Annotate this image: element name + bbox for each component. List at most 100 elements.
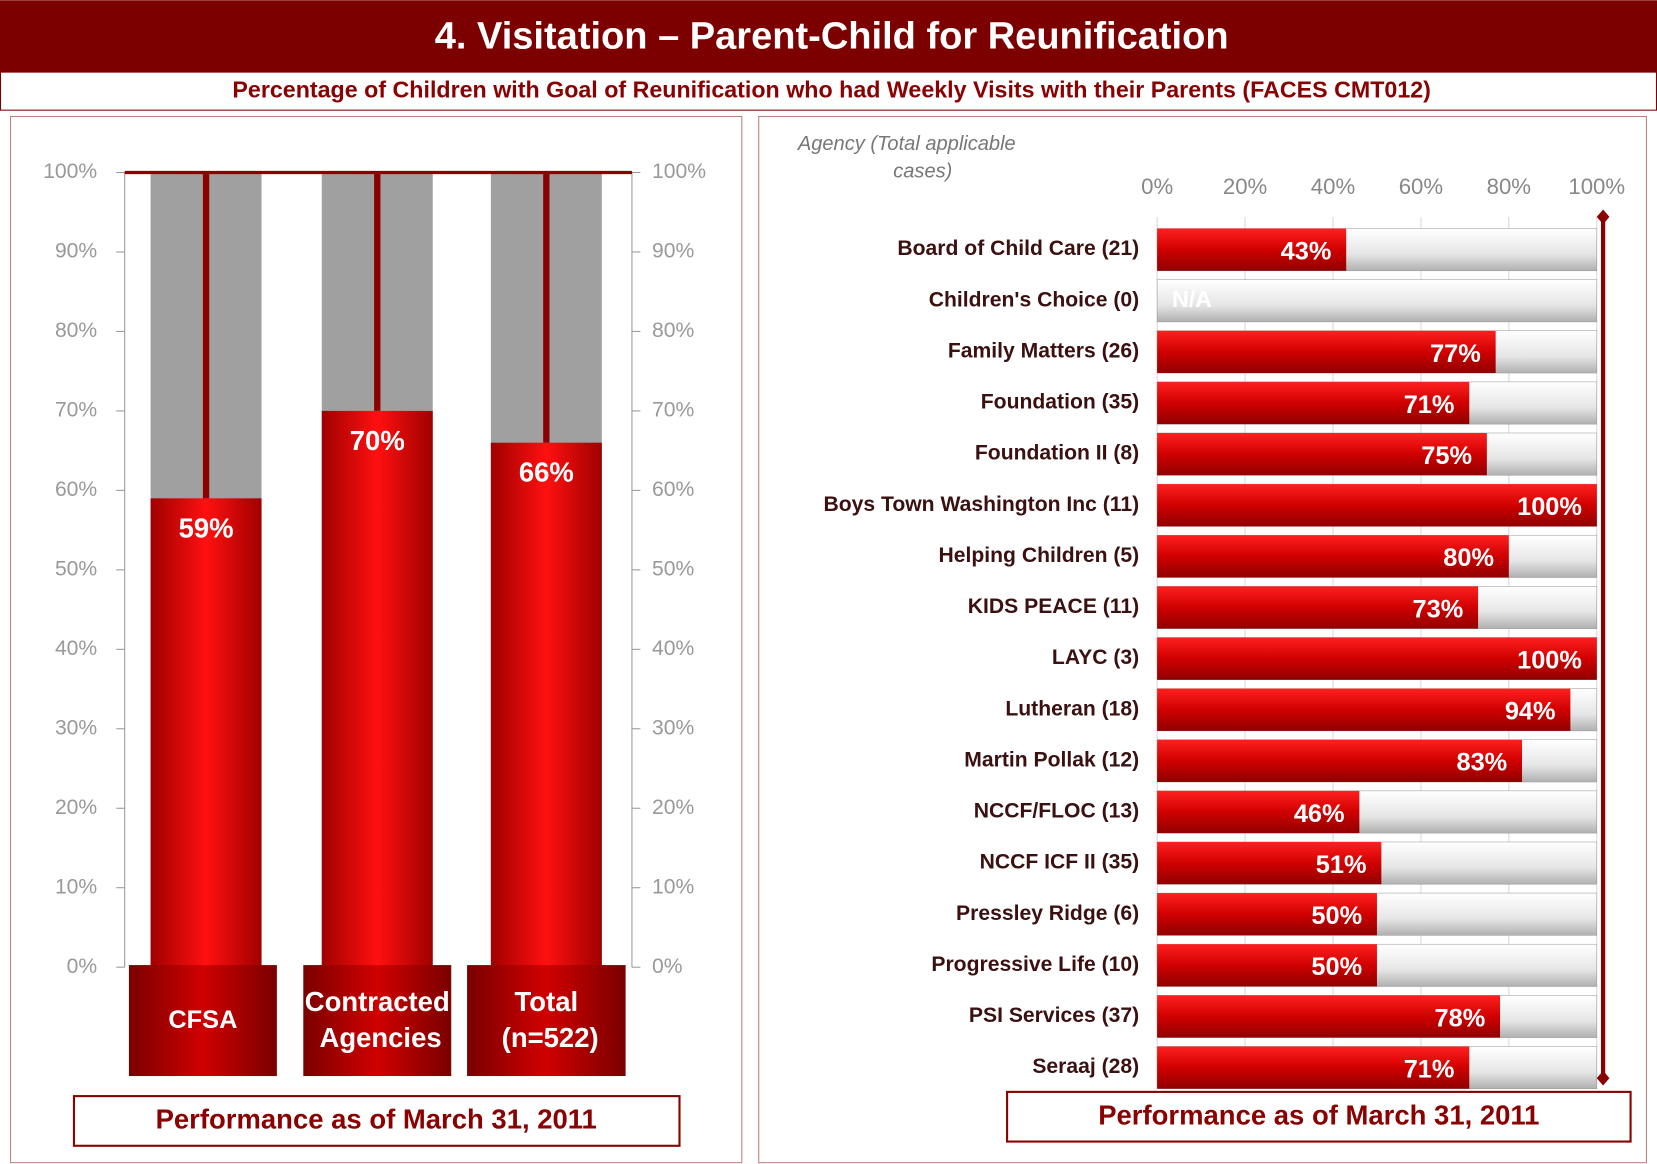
bar (1157, 841, 1382, 885)
y-tick-label: 30% (55, 716, 97, 739)
bar (490, 442, 602, 968)
y2-tick-label: 90% (652, 240, 694, 263)
footer: Performance as of March 31, 2011 (1098, 1099, 1539, 1130)
y2-tick-label: 60% (652, 478, 694, 501)
value-label: 43% (1281, 238, 1332, 266)
value-label: 66% (519, 457, 574, 488)
y-tick-label: Martin Pollak (12) (964, 748, 1139, 771)
y-tick-label: Foundation (35) (981, 391, 1139, 414)
value-label: 100% (1517, 493, 1582, 521)
value-label: 51% (1316, 851, 1367, 879)
value-label: 50% (1311, 953, 1362, 981)
line-end (1596, 1070, 1610, 1086)
footer-box (72, 1095, 681, 1147)
y-tick-label: 80% (55, 319, 97, 342)
y-tick-label: KIDS PEACE (11) (968, 595, 1139, 618)
bar (1157, 790, 1360, 834)
bar (1157, 586, 1479, 629)
y-tick-label: Foundation II (8) (975, 442, 1139, 465)
y-tick-label: Children's Choice (0) (929, 288, 1139, 311)
bar (1157, 484, 1597, 527)
bar-background (1156, 279, 1598, 323)
y-tick-label: Family Matters (26) (948, 339, 1139, 362)
y-tick-label: 100% (43, 160, 97, 183)
x-tick-label: 80% (1487, 174, 1531, 199)
y2-tick-label: 50% (652, 557, 694, 580)
bar (1157, 381, 1470, 425)
value-label: 50% (1311, 902, 1362, 930)
subtitle: Percentage of Children with Goal of Reun… (232, 76, 1431, 102)
y2-tick-label: 20% (652, 796, 694, 819)
value-label: 46% (1294, 800, 1345, 828)
bar (1157, 432, 1487, 476)
value-label: 71% (1404, 391, 1455, 419)
x-tick-label: 100% (1568, 174, 1625, 199)
footer: Performance as of March 31, 2011 (156, 1104, 597, 1135)
value-label: 80% (1443, 544, 1494, 572)
y-tick-label: NCCF/FLOC (13) (974, 800, 1139, 823)
y2-tick-label: 30% (652, 716, 694, 739)
bar (1157, 688, 1571, 731)
value-label: 70% (350, 425, 405, 456)
y2-tick-label: 10% (652, 875, 694, 898)
axis-label: Agency (Total applicable cases) (797, 133, 1016, 182)
y-tick-label: 20% (55, 796, 97, 819)
bar (1157, 739, 1523, 782)
bar (321, 410, 433, 968)
category-box (467, 965, 626, 1077)
y-tick-label: 0% (67, 955, 98, 978)
y2-tick-label: 70% (652, 398, 694, 421)
x-tick-label: Total (n=522) (494, 986, 599, 1053)
x-tick-label: 0% (1141, 174, 1173, 199)
y2-tick-label: 100% (652, 160, 706, 183)
y-tick-label: Board of Child Care (21) (897, 237, 1139, 260)
right-panel (758, 115, 1647, 1164)
y-tick-label: Seraaj (28) (1032, 1055, 1139, 1078)
x-tick-label: 20% (1223, 174, 1267, 199)
value-label: 94% (1505, 698, 1556, 726)
y2-tick-label: 40% (652, 637, 694, 660)
value-label: N/A (1172, 286, 1212, 312)
subtitle-band (0, 71, 1657, 111)
y-tick-label: Pressley Ridge (6) (956, 902, 1139, 925)
y-tick-label: LAYC (3) (1052, 646, 1139, 669)
y-tick-label: Boys Town Washington Inc (11) (823, 493, 1139, 516)
y2-tick-label: 80% (652, 319, 694, 342)
bar (1157, 330, 1496, 374)
y-tick-label: 10% (55, 875, 97, 898)
line-end (1596, 209, 1610, 225)
value-label: 83% (1456, 749, 1507, 777)
y2-tick-label: 0% (652, 955, 683, 978)
value-label: 71% (1404, 1055, 1455, 1083)
category-box (128, 965, 277, 1077)
bar (1157, 1046, 1470, 1089)
value-label: 77% (1430, 340, 1481, 368)
category-box (303, 965, 452, 1077)
y-tick-label: 50% (55, 557, 97, 580)
value-label: 100% (1517, 646, 1582, 674)
y-tick-label: NCCF ICF II (35) (980, 851, 1140, 874)
bar (1157, 637, 1597, 680)
y-tick-label: 60% (55, 478, 97, 501)
header-band (0, 0, 1657, 73)
x-tick-label: 40% (1311, 174, 1355, 199)
title: 4. Visitation – Parent-Child for Reunifi… (435, 15, 1229, 57)
bar (1157, 893, 1377, 936)
y-tick-label: Lutheran (18) (1005, 697, 1139, 720)
x-tick-label: CFSA (168, 1006, 237, 1034)
value-label: 73% (1413, 595, 1464, 623)
y-tick-label: Helping Children (5) (939, 544, 1140, 567)
value-label: 75% (1421, 442, 1472, 470)
y-tick-label: Progressive Life (10) (931, 953, 1139, 976)
y-tick-label: 70% (55, 398, 97, 421)
left-panel (10, 115, 743, 1164)
bar (1157, 995, 1501, 1038)
value-label: 59% (179, 512, 234, 543)
bar (1157, 228, 1347, 271)
bar (1157, 535, 1509, 578)
value-label: 78% (1434, 1004, 1485, 1032)
x-tick-label: 60% (1399, 174, 1443, 199)
y-tick-label: 90% (55, 240, 97, 263)
